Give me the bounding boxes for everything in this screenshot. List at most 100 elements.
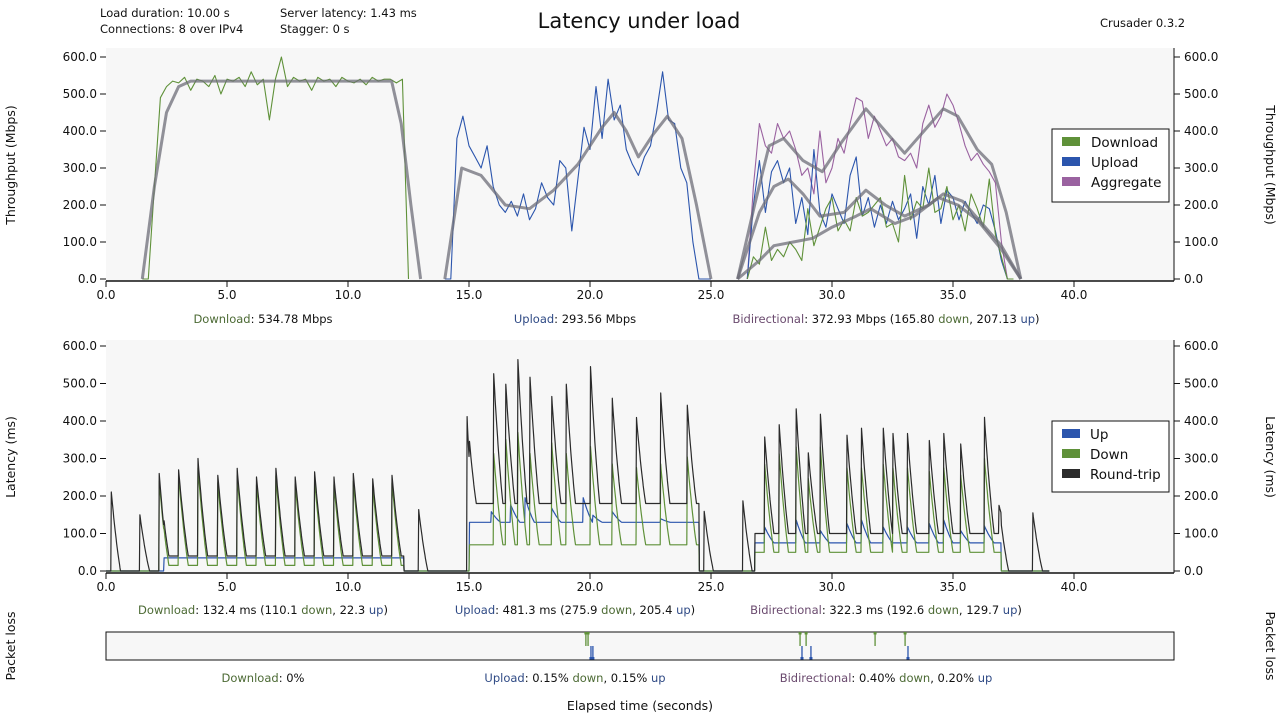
throughput-y-tick-label: 0.0 [1184, 272, 1203, 286]
summary-sep: , [969, 312, 976, 326]
load-duration: Load duration: 10.00 s [100, 6, 230, 20]
packet-loss-up-marker-cap [800, 657, 804, 660]
legend-swatch-download [1062, 137, 1080, 146]
summary-up-label: up [1020, 312, 1035, 326]
packet-loss-markers [584, 632, 910, 660]
packet-loss-up-marker-cap [589, 657, 593, 660]
summary-value: : 132.4 ms ( [195, 603, 264, 617]
legend-swatch-aggregate [1062, 177, 1080, 186]
summary-value: : 481.3 ms ( [495, 603, 564, 617]
throughput-legend: Download Upload Aggregate [1051, 128, 1170, 203]
throughput-x-tick-label: 10.0 [335, 288, 362, 302]
packet-loss-down-marker-cap [903, 632, 907, 635]
summary-close: ) [691, 603, 696, 617]
latency-x-tick-label: 35.0 [940, 580, 967, 594]
axes: 0.0 0.0 100.0 100.0 200.0 200.0 300.0 300.0 400.… [63, 48, 1218, 594]
latency-y-tick-label: 0.0 [78, 564, 97, 578]
throughput-x-tick-label: 20.0 [577, 288, 604, 302]
summary-sep: , [332, 603, 339, 617]
packet-loss-up-marker-cap [809, 657, 813, 660]
throughput-x-tick-label: 0.0 [96, 288, 115, 302]
latency-ylabel-right: Latency (ms) [1263, 416, 1278, 498]
summary-close: ) [1035, 312, 1040, 326]
packet-loss-up-marker-cap [906, 657, 910, 660]
latency-x-tick-label: 40.0 [1061, 580, 1088, 594]
latency-y-tick-label: 500.0 [63, 377, 97, 391]
loss-summary-bidir: Bidirectional: 0.40% down, 0.20% up [780, 671, 993, 685]
legend-download: Download [1091, 135, 1158, 151]
throughput-line-aggregate [746, 93, 1014, 280]
latency-x-tick-label: 0.0 [96, 580, 115, 594]
packet-loss-down-marker-cap [586, 632, 590, 635]
summary-label: Upload [455, 603, 495, 617]
latency-y-tick-label: 200.0 [1184, 489, 1218, 503]
summary-down-label: down [572, 671, 603, 685]
latency-x-tick-label: 20.0 [577, 580, 604, 594]
legend-down: Down [1090, 447, 1128, 463]
throughput-y-tick-label: 300.0 [1184, 161, 1218, 175]
summary-up-value: 0.15% [611, 671, 651, 685]
latency-y-tick-label: 100.0 [1184, 527, 1218, 541]
throughput-smoothed-download [140, 79, 423, 280]
throughput-y-tick-label: 200.0 [1184, 198, 1218, 212]
summary-up-label: up [651, 671, 666, 685]
throughput-x-tick-label: 5.0 [217, 288, 236, 302]
summary-sep: , [603, 671, 610, 685]
latency-x-tick-label: 25.0 [698, 580, 725, 594]
legend-aggregate: Aggregate [1091, 175, 1161, 191]
throughput-x-tick-label: 35.0 [940, 288, 967, 302]
throughput-summary-upload: Upload: 293.56 Mbps [514, 312, 636, 326]
throughput-smoothed-aggregate [736, 107, 1023, 280]
server-latency: Server latency: 1.43 ms [280, 6, 417, 20]
latency-y-tick-label: 0.0 [1184, 564, 1203, 578]
packet-loss-down-marker-cap [804, 632, 808, 635]
throughput-summary-download: Download: 534.78 Mbps [193, 312, 332, 326]
legend-swatch-upload [1062, 157, 1080, 166]
summary-up-label: up [1003, 603, 1018, 617]
throughput-y-tick-label: 0.0 [78, 272, 97, 286]
connections: Connections: 8 over IPv4 [100, 22, 243, 36]
throughput-x-tick-label: 25.0 [698, 288, 725, 302]
packet-loss-down-marker-cap [584, 632, 588, 635]
latency-ylabel-left: Latency (ms) [3, 416, 18, 498]
version: Crusader 0.3.2 [1100, 16, 1185, 30]
throughput-y-tick-label: 600.0 [63, 50, 97, 64]
summary-up-value: 0.20% [938, 671, 978, 685]
summary-up-value: 129.7 [966, 603, 1003, 617]
summary-label: Bidirectional [750, 603, 822, 617]
legend-swatch-down [1062, 449, 1080, 458]
latency-y-tick-label: 300.0 [1184, 452, 1218, 466]
summary-sep: , [632, 603, 639, 617]
summary-sep: , [930, 671, 937, 685]
summary-up-value: 207.13 [977, 312, 1021, 326]
throughput-y-tick-label: 400.0 [1184, 124, 1218, 138]
packet-loss-down-marker-cap [798, 632, 802, 635]
stagger: Stagger: 0 s [280, 22, 350, 36]
latency-legend: Up Down Round-trip [1051, 420, 1170, 493]
throughput-y-tick-label: 500.0 [63, 87, 97, 101]
summary-down-label: down [899, 671, 930, 685]
latency-y-tick-label: 600.0 [1184, 339, 1218, 353]
throughput-y-tick-label: 100.0 [1184, 235, 1218, 249]
latency-y-tick-label: 400.0 [63, 414, 97, 428]
summary-up-label: up [676, 603, 691, 617]
latency-y-tick-label: 100.0 [63, 527, 97, 541]
latency-summary-bidir: Bidirectional: 322.3 ms (192.6 down, 129… [750, 603, 1022, 617]
summary-value: : 0% [279, 671, 305, 685]
latency-x-tick-label: 30.0 [819, 580, 846, 594]
throughput-y-tick-label: 600.0 [1184, 50, 1218, 64]
summary-up-label: up [978, 671, 993, 685]
x-axis-label: Elapsed time (seconds) [567, 698, 713, 713]
throughput-line-upload [444, 71, 711, 280]
summary-down-value: 0.40% [859, 671, 899, 685]
summary-down-value: 192.6 [891, 603, 928, 617]
throughput-summary-bidir: Bidirectional: 372.93 Mbps (165.80 down,… [732, 312, 1039, 326]
summary-label: Download [138, 603, 195, 617]
summary-value: : 534.78 Mbps [251, 312, 333, 326]
summary-down-label: down [938, 312, 969, 326]
packet-loss-ylabel-left: Packet loss [3, 611, 18, 680]
summary-down-value: 0.15% [532, 671, 572, 685]
chart-title: Latency under load [538, 9, 741, 33]
summary-label: Download [222, 671, 279, 685]
summary-down-value: 110.1 [265, 603, 302, 617]
